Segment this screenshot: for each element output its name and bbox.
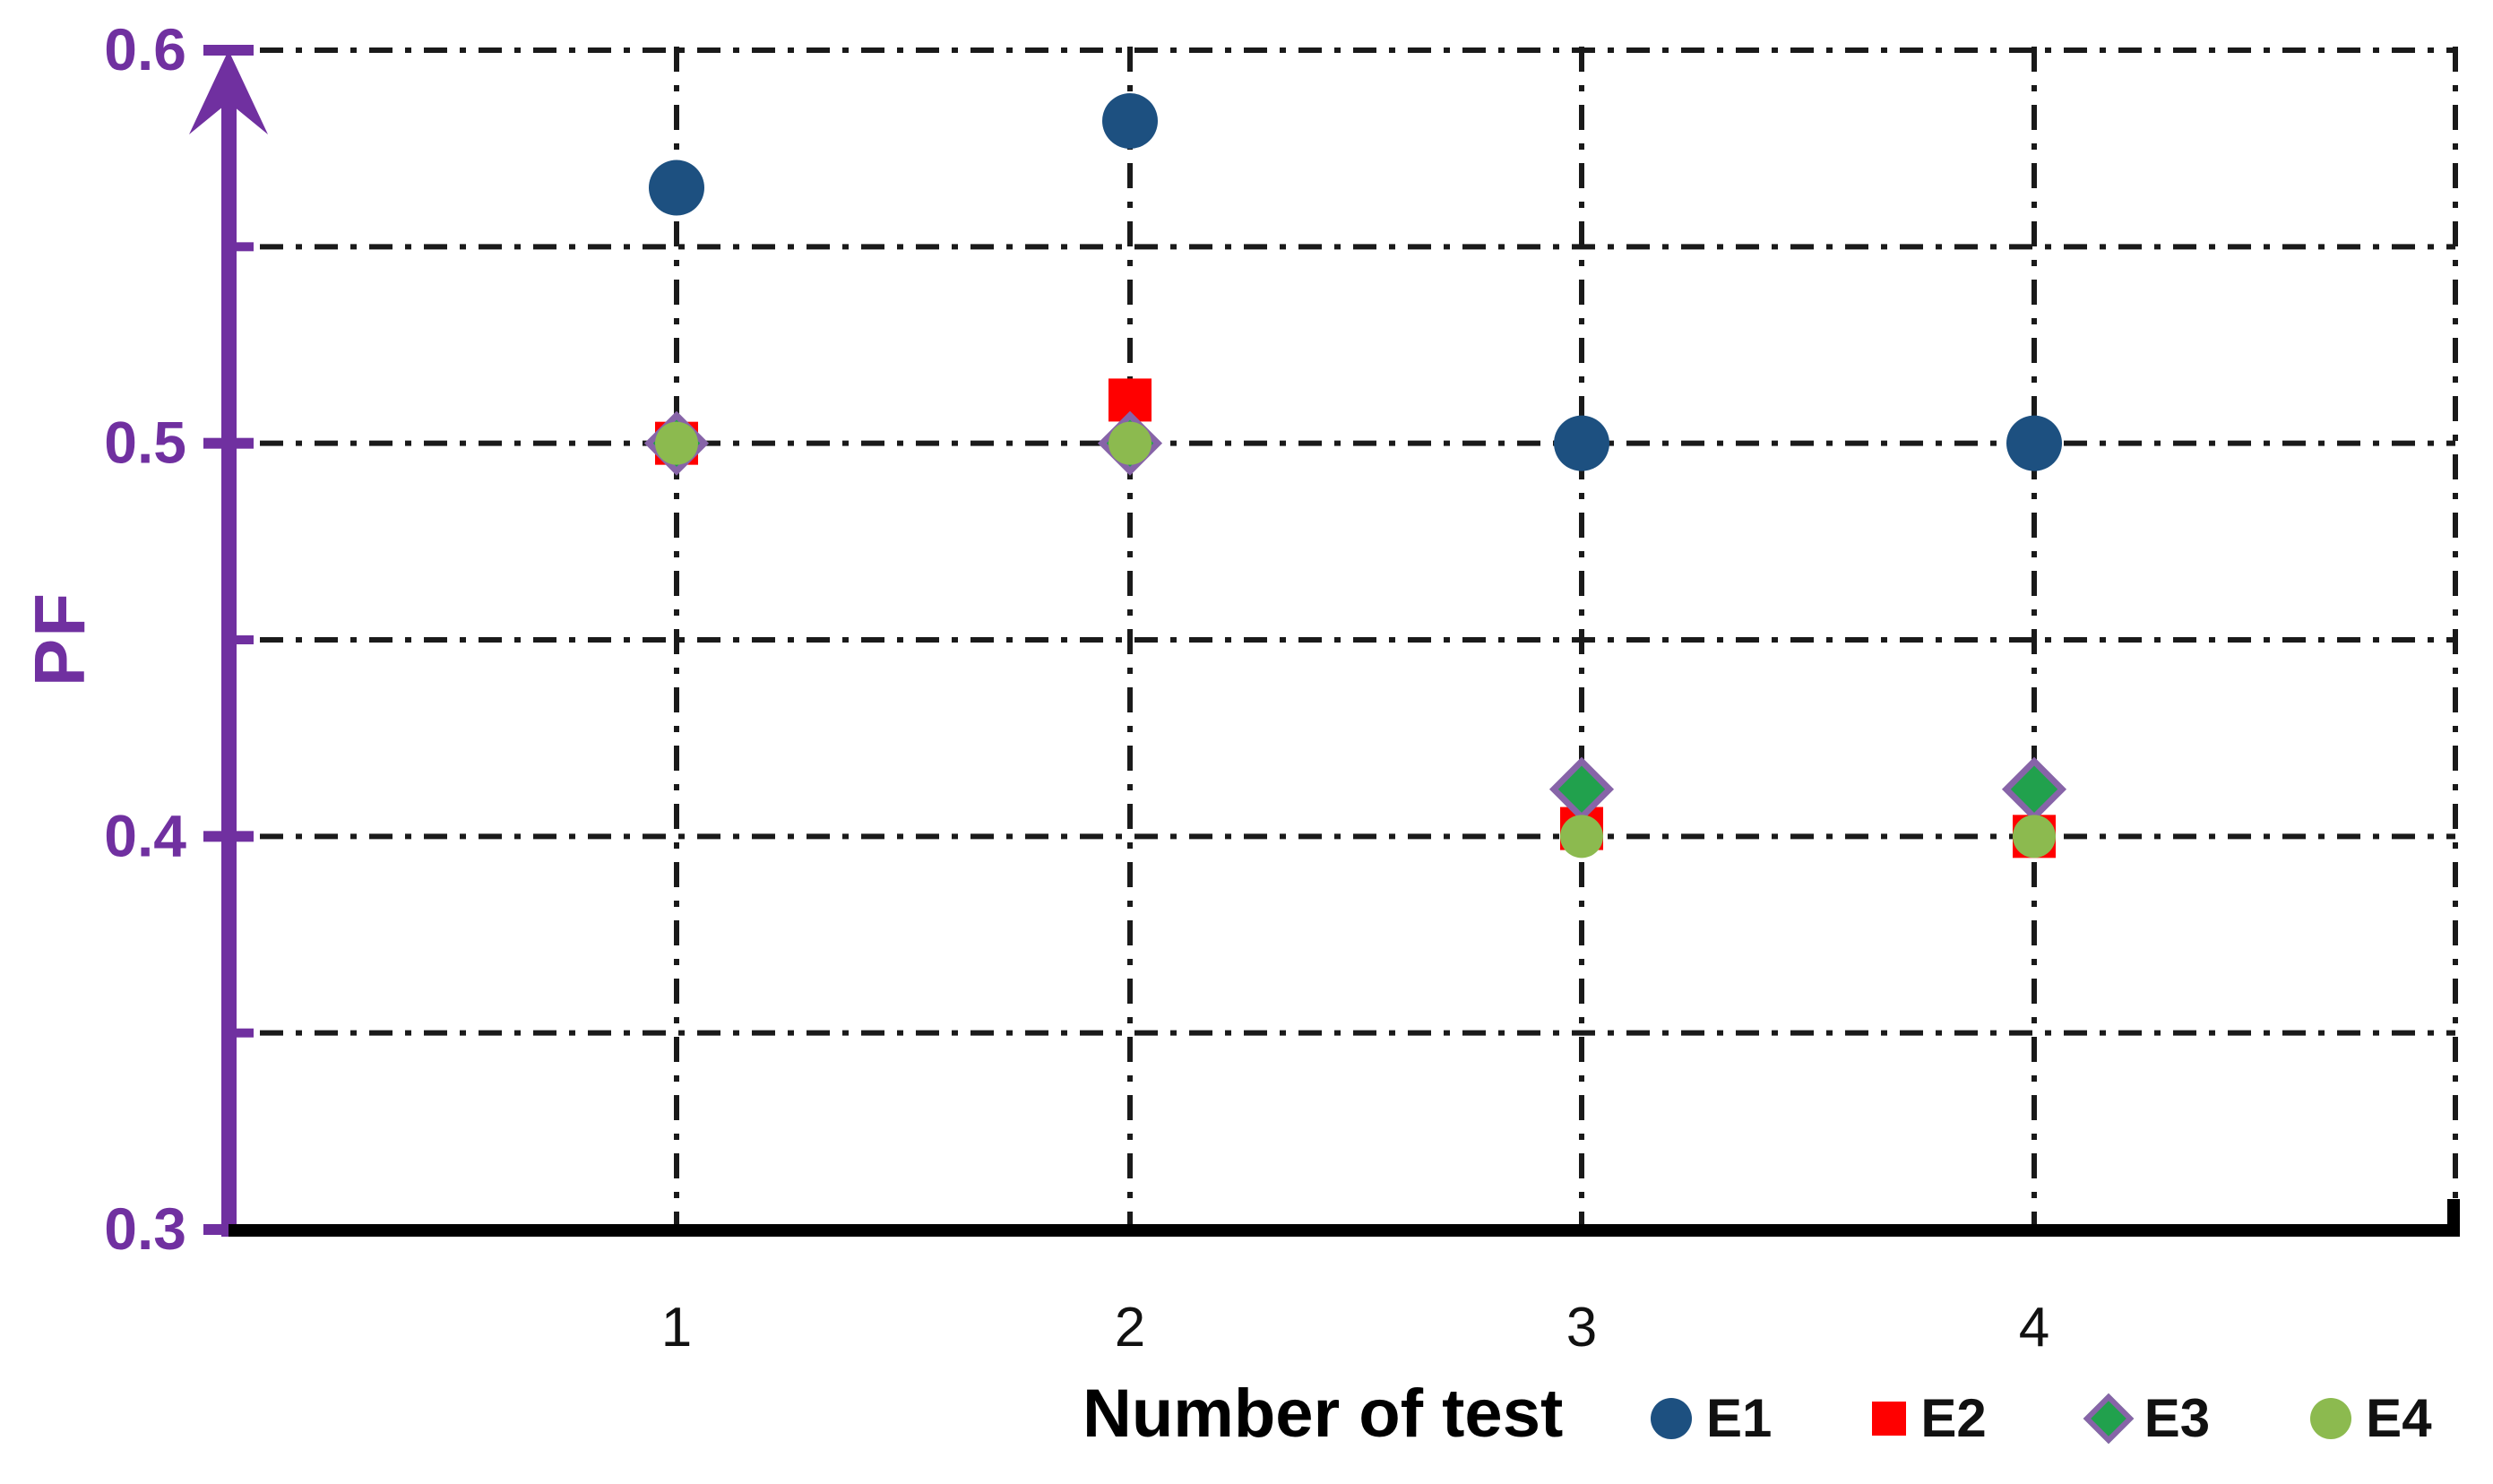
x-tick-label-3: 3 [1566,1297,1597,1359]
y-minor-tick-0.55 [229,242,254,252]
y-major-tick-0.5 [203,437,254,449]
marker-E4-x3 [1560,815,1603,858]
e3-diamond-marker-icon [2083,1393,2135,1444]
x-tick-label-4: 4 [2019,1297,2049,1359]
legend-label-e2: E2 [1920,1388,1987,1448]
y-axis-arrow-icon [189,50,268,134]
x-tick-label-2: 2 [1115,1297,1145,1359]
y-axis-line [221,97,237,1237]
y-minor-tick-0.45 [229,635,254,644]
x-axis-end-nub [2447,1199,2460,1226]
y-axis-title: PF [20,591,99,687]
legend-item-e3: E3 [2083,1387,2211,1449]
marker-E1-x4 [2006,415,2062,471]
y-tick-label-0.4: 0.4 [104,802,186,868]
y-tick-label-0.6: 0.6 [104,16,186,82]
marker-E4-x1 [655,421,698,465]
e2-square-marker-icon [1872,1401,1907,1436]
x-axis-line [229,1224,2460,1237]
y-major-tick-0.6 [203,45,254,56]
marker-E1-x3 [1554,415,1609,471]
marker-E1-x1 [649,160,704,216]
marker-E4-x2 [1108,421,1152,465]
y-major-tick-0.4 [203,831,254,842]
x-axis-title: Number of test [1083,1376,1564,1452]
legend-item-e2: E2 [1872,1387,1987,1449]
legend: E1 E2 E3 E4 [1651,1387,2432,1449]
legend-item-e1: E1 [1651,1387,1772,1449]
legend-label-e1: E1 [1706,1388,1773,1448]
legend-item-e4: E4 [2310,1387,2432,1449]
x-tick-label-1: 1 [661,1297,692,1359]
e1-circle-marker-icon [1651,1397,1692,1439]
y-tick-label-0.5: 0.5 [104,410,186,476]
marker-E3-x3 [1548,756,1615,822]
marker-E1-x2 [1102,92,1158,149]
e4-circle-marker-icon [2310,1397,2352,1439]
legend-label-e4: E4 [2366,1388,2432,1448]
y-tick-label-0.3: 0.3 [104,1195,186,1262]
marker-E4-x4 [2013,815,2056,858]
marker-E3-x4 [2001,756,2067,822]
legend-label-e3: E3 [2144,1388,2211,1448]
y-minor-tick-0.35 [229,1028,254,1038]
